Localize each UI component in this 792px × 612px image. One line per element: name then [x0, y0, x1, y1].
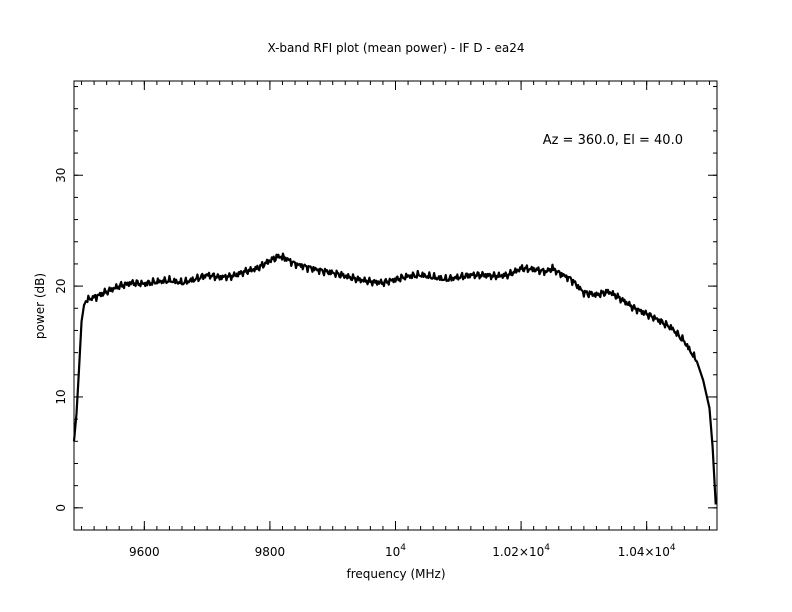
- x-tick-label: 1.04×104: [618, 543, 676, 559]
- power-series-line: [72, 252, 717, 505]
- az-el-annotation: Az = 360.0, El = 40.0: [543, 133, 683, 148]
- chart-title: X-band RFI plot (mean power) - IF D - ea…: [267, 41, 524, 55]
- x-tick-label: 1.02×104: [492, 543, 550, 559]
- x-axis-label: frequency (MHz): [346, 567, 445, 581]
- y-tick-label: 20: [54, 278, 68, 293]
- y-tick-labels: 0 10 20 30: [54, 168, 68, 512]
- x-tick-label: 9800: [255, 545, 286, 559]
- y-axis-label: power (dB): [33, 273, 47, 339]
- x-tick-label: 9600: [129, 545, 160, 559]
- y-tick-label: 0: [54, 504, 68, 512]
- axis-ticks: [74, 81, 717, 531]
- y-tick-label: 10: [54, 389, 68, 404]
- x-tick-labels: 9600 9800 104 1.02×104 1.04×104: [129, 543, 676, 559]
- y-tick-label: 30: [54, 168, 68, 183]
- x-tick-label: 104: [385, 543, 406, 559]
- plot-frame: [73, 80, 718, 531]
